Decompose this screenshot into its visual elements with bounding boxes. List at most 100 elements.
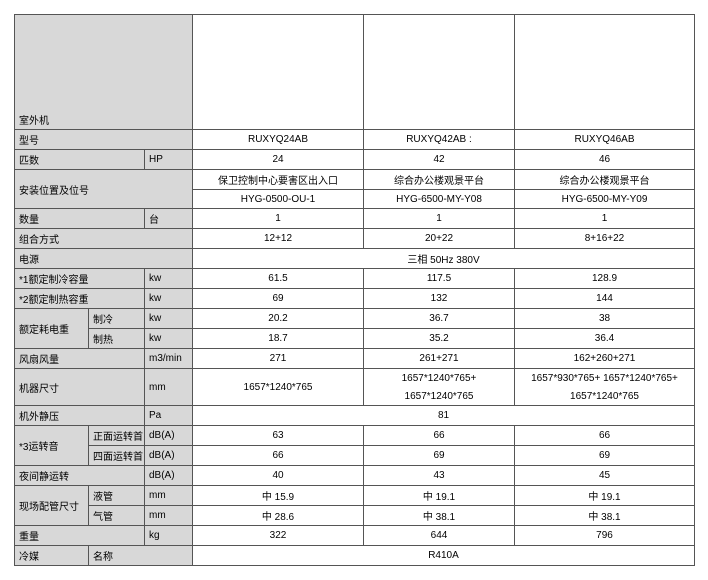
install2-b: HYG-6500-MY-Y08 [364,190,515,209]
sf-b: 66 [364,426,515,446]
liq-b: 中 19.1 [364,486,515,506]
pipe-liq: 液管 [89,486,145,506]
pc-c: 38 [515,309,695,329]
dims-b2: 1657*1240*765 [364,387,515,406]
model-b: RUXYQ42AB : [364,130,515,150]
liq-c: 中 19.1 [515,486,695,506]
s4-c: 69 [515,446,695,466]
dims-c1: 1657*930*765+ 1657*1240*765+ [515,369,695,388]
qty-c: 1 [515,209,695,229]
model-a: RUXYQ24AB [193,130,364,150]
model-c: RUXYQ46AB [515,130,695,150]
ph-b: 35.2 [364,329,515,349]
rp-heat: 制热 [89,329,145,349]
hp-unit: HP [145,150,193,170]
wt-c: 796 [515,526,695,546]
wt-b: 644 [364,526,515,546]
airflow-unit: m3/min [145,349,193,369]
gas-unit: mm [145,506,193,526]
wt-unit: kg [145,526,193,546]
night-unit: dB(A) [145,466,193,486]
sf-unit: dB(A) [145,426,193,446]
row-qty: 数量 [15,209,145,229]
rp-cool-unit: kw [145,309,193,329]
coolcap-c: 128.9 [515,269,695,289]
wt-a: 322 [193,526,364,546]
liq-unit: mm [145,486,193,506]
install1-a: 保卫控制中心要害区出入口 [193,170,364,190]
row-install: 安装位置及位号 [15,170,193,209]
coolcap-unit: kw [145,269,193,289]
heatcap-a: 69 [193,289,364,309]
dims-b1: 1657*1240*765+ [364,369,515,388]
refrig-name: 名称 [89,546,193,566]
liq-a: 中 15.9 [193,486,364,506]
qty-unit: 台 [145,209,193,229]
install1-b: 综合办公楼观景平台 [364,170,515,190]
spec-table: 室外机 型号 RUXYQ24AB RUXYQ42AB : RUXYQ46AB 匹… [14,14,695,566]
row-night: 夜间静运转 [15,466,145,486]
row-dims: 机器尺寸 [15,369,145,406]
power-val: 三相 50Hz 380V [193,249,695,269]
sf-c: 66 [515,426,695,446]
outdoor-unit-header: 室外机 [15,15,193,130]
refrig-val: R410A [193,546,695,566]
heatcap-unit: kw [145,289,193,309]
dims-c2: 1657*1240*765 [515,387,695,406]
gas-a: 中 28.6 [193,506,364,526]
row-hp: 匹数 [15,150,145,170]
row-airflow: 风扇风量 [15,349,145,369]
row-model: 型号 [15,130,193,150]
rp-heat-unit: kw [145,329,193,349]
qty-b: 1 [364,209,515,229]
dims-a: 1657*1240*765 [193,369,364,406]
img-a [193,15,364,130]
esp-val: 81 [193,406,695,426]
heatcap-c: 144 [515,289,695,309]
pc-a: 20.2 [193,309,364,329]
pipe-gas: 气管 [89,506,145,526]
gas-c: 中 38.1 [515,506,695,526]
gas-b: 中 38.1 [364,506,515,526]
night-a: 40 [193,466,364,486]
hp-b: 42 [364,150,515,170]
sound-four: 四面运转首 [89,446,145,466]
airflow-a: 271 [193,349,364,369]
pc-b: 36.7 [364,309,515,329]
s4-a: 66 [193,446,364,466]
s4-b: 69 [364,446,515,466]
ph-c: 36.4 [515,329,695,349]
night-c: 45 [515,466,695,486]
qty-a: 1 [193,209,364,229]
row-combo: 组合方式 [15,229,193,249]
night-b: 43 [364,466,515,486]
row-sound: *3运转音 [15,426,89,466]
row-pipe: 现场配管尺寸 [15,486,89,526]
rp-cool: 制冷 [89,309,145,329]
dims-unit: mm [145,369,193,406]
heatcap-b: 132 [364,289,515,309]
airflow-b: 261+271 [364,349,515,369]
hp-c: 46 [515,150,695,170]
row-heatcap: *2额定制热容重 [15,289,145,309]
coolcap-b: 117.5 [364,269,515,289]
row-power: 电源 [15,249,193,269]
coolcap-a: 61.5 [193,269,364,289]
s4-unit: dB(A) [145,446,193,466]
esp-unit: Pa [145,406,193,426]
install1-c: 综合办公楼观景平台 [515,170,695,190]
row-weight: 重量 [15,526,145,546]
row-esp: 机外静压 [15,406,145,426]
sf-a: 63 [193,426,364,446]
row-refrig: 冷媒 [15,546,89,566]
combo-a: 12+12 [193,229,364,249]
row-ratedpower: 额定耗电重 [15,309,89,349]
sound-front: 正面运转首 [89,426,145,446]
hp-a: 24 [193,150,364,170]
row-coolcap: *1额定制冷容量 [15,269,145,289]
combo-c: 8+16+22 [515,229,695,249]
install2-a: HYG-0500-OU-1 [193,190,364,209]
img-c [515,15,695,130]
install2-c: HYG-6500-MY-Y09 [515,190,695,209]
ph-a: 18.7 [193,329,364,349]
